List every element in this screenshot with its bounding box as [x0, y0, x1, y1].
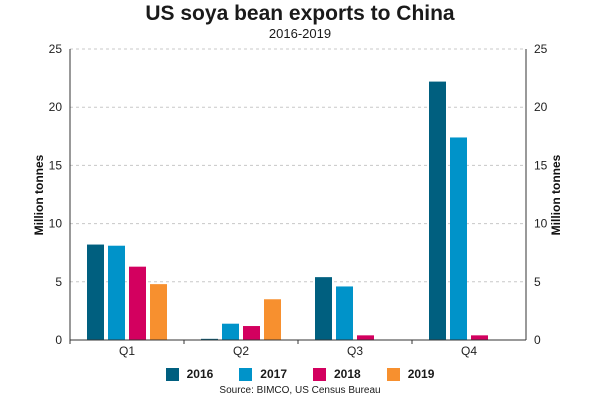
source-note: Source: BIMCO, US Census Bureau	[219, 385, 381, 396]
y-tick-right-0: 0	[534, 333, 541, 347]
bar-Q1-2018	[129, 266, 146, 340]
legend-item-2017: 2017	[239, 367, 287, 381]
legend-item-2018: 2018	[313, 367, 361, 381]
bar-Q4-2017	[450, 137, 467, 340]
bar-Q3-2016	[315, 277, 332, 340]
chart-title: US soya bean exports to China	[145, 2, 455, 25]
legend-swatch-2019	[386, 367, 400, 381]
y-axis-left-ticks: 0 5 10 15 20 25	[49, 42, 63, 347]
bar-chart: 0 5 10 15 20 25 0 5 10 15 20 25 Q1 Q2 Q3 Q4 Million t…	[32, 42, 563, 358]
legend-swatch-2017	[239, 367, 253, 381]
bar-Q4-2016	[429, 81, 446, 340]
y-tick-left-25: 25	[49, 42, 63, 56]
y-axis-label-right: Million tonnes	[549, 154, 563, 235]
bars	[87, 81, 488, 340]
y-axis-label-left: Million tonnes	[32, 154, 46, 235]
bar-Q3-2017	[336, 286, 353, 340]
y-tick-right-15: 15	[534, 158, 548, 172]
legend-label-2016: 2016	[186, 367, 214, 381]
x-tick-Q4: Q4	[461, 344, 477, 358]
legend-item-2019: 2019	[386, 367, 435, 381]
legend-label-2019: 2019	[407, 367, 435, 381]
bar-Q3-2018	[357, 335, 374, 340]
bar-Q2-2018	[243, 326, 260, 340]
legend: 2016 2017 2018 2019	[0, 367, 600, 381]
y-tick-left-0: 0	[55, 333, 62, 347]
x-tick-Q3: Q3	[347, 344, 363, 358]
y-tick-right-10: 10	[534, 217, 548, 231]
chart-subtitle: 2016-2019	[268, 26, 332, 41]
y-tick-right-25: 25	[534, 42, 548, 56]
bar-Q2-2019	[264, 299, 281, 340]
y-tick-right-20: 20	[534, 100, 548, 114]
bar-Q1-2019	[150, 284, 167, 340]
legend-item-2016: 2016	[165, 367, 214, 381]
x-tick-Q2: Q2	[233, 344, 249, 358]
legend-swatch-2018	[313, 367, 326, 381]
x-tick-Q1: Q1	[119, 344, 135, 358]
y-tick-left-15: 15	[49, 158, 63, 172]
legend-label-2018: 2018	[334, 367, 361, 381]
bar-Q1-2017	[108, 245, 125, 340]
y-tick-right-5: 5	[534, 275, 541, 289]
y-tick-left-20: 20	[49, 100, 63, 114]
y-axis-right-ticks: 0 5 10 15 20 25	[534, 42, 548, 347]
x-axis-ticks: Q1 Q2 Q3 Q4	[119, 344, 477, 358]
bar-Q1-2016	[87, 244, 104, 340]
y-tick-left-10: 10	[49, 217, 63, 231]
bar-Q4-2018	[471, 335, 488, 340]
bar-Q2-2017	[222, 323, 239, 340]
legend-swatch-2016	[165, 367, 179, 381]
legend-label-2017: 2017	[260, 367, 287, 381]
y-tick-left-5: 5	[55, 275, 62, 289]
axes	[69, 49, 527, 344]
bar-Q2-2016	[201, 338, 218, 340]
